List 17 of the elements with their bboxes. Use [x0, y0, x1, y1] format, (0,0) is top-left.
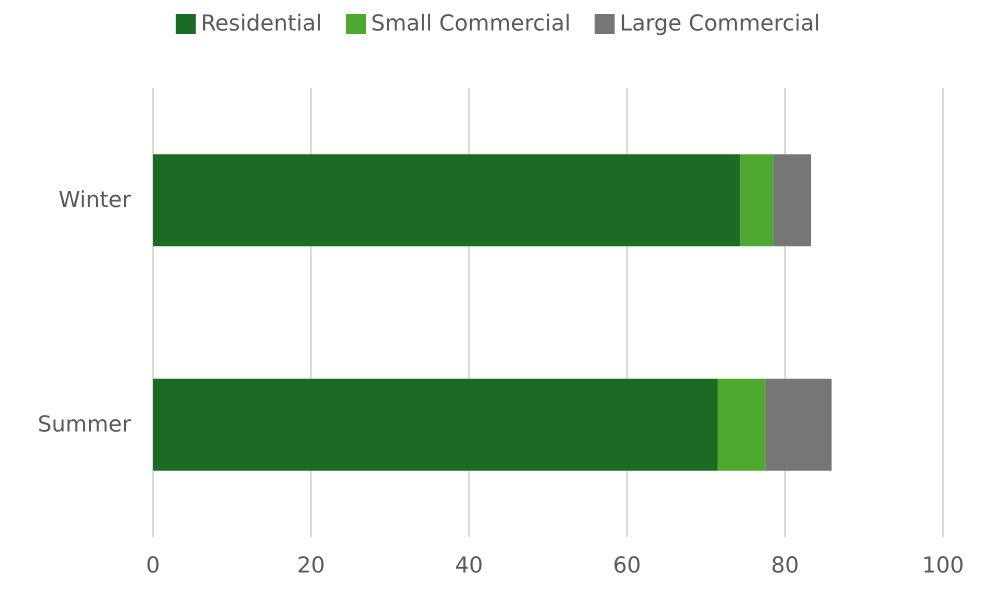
legend-label: Large Commercial [620, 12, 820, 36]
legend-label: Residential [200, 12, 322, 36]
x-tick-label: 60 [613, 554, 641, 578]
bar [765, 378, 832, 471]
bar [718, 378, 766, 471]
bar [153, 378, 718, 471]
y-tick-label: Winter [58, 188, 132, 213]
x-tick-label: 0 [146, 554, 160, 578]
legend-label: Small Commercial [371, 12, 571, 36]
x-tick-label: 40 [455, 554, 483, 578]
x-tick-label: 20 [297, 554, 325, 578]
bar [773, 154, 812, 246]
y-tick-label: Summer [38, 412, 132, 438]
x-tick-label: 80 [771, 554, 799, 578]
x-tick-label: 100 [922, 554, 964, 578]
bar [153, 154, 740, 246]
bar [740, 154, 774, 246]
